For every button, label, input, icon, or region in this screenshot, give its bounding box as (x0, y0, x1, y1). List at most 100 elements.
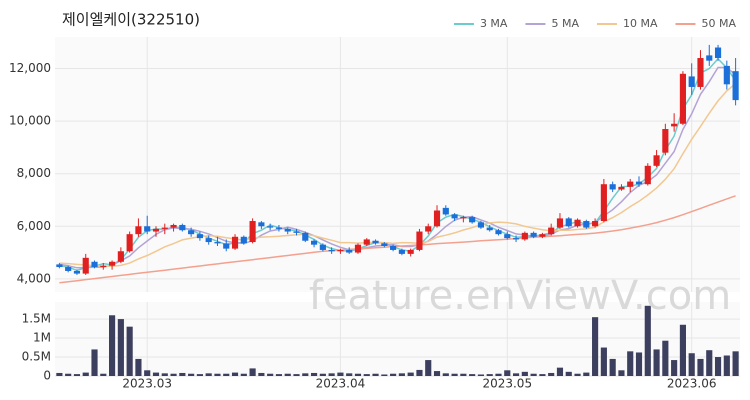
candle-body (697, 58, 704, 87)
candle-body (100, 265, 107, 268)
candle-body (214, 242, 221, 244)
x-tick-label: 2023.03 (122, 377, 172, 391)
volume-bar (109, 315, 116, 376)
candle-body (319, 244, 326, 250)
candle-body (372, 240, 379, 244)
legend-label: 5 MA (551, 17, 579, 30)
watermark: feature.enViewV.com (309, 273, 731, 319)
volume-bar (688, 353, 695, 376)
y-tick-label: 8,000 (17, 166, 51, 180)
legend-label: 3 MA (480, 17, 508, 30)
volume-bar (398, 373, 405, 376)
candle-body (627, 181, 634, 187)
candle-body (600, 184, 607, 222)
volume-bar (179, 372, 186, 376)
volume-panel (55, 302, 740, 376)
candle-body (609, 184, 616, 190)
candle-body (205, 238, 212, 243)
candle-body (433, 210, 441, 227)
volume-bar (486, 374, 493, 376)
x-tick-label: 2023.05 (482, 377, 532, 391)
candle-body (363, 239, 370, 245)
chart-title: 제이엘케이(322510) (62, 11, 200, 29)
volume-bar (381, 374, 388, 376)
volume-bar (267, 373, 274, 376)
candle-body (451, 214, 458, 219)
y-tick-label: 10,000 (9, 114, 51, 128)
candle-body (723, 65, 730, 85)
volume-bar (126, 326, 133, 376)
volume-bar (144, 370, 151, 376)
volume-bar (196, 374, 203, 376)
candle-body (284, 228, 291, 232)
volume-bar (477, 374, 485, 376)
volume-bar (706, 350, 713, 376)
candle-body (565, 218, 572, 227)
volume-bar (275, 374, 283, 376)
candle-body (302, 232, 309, 241)
volume-bar (214, 373, 221, 376)
volume-bar (372, 373, 379, 376)
candle-body (223, 243, 230, 249)
volume-bar (644, 305, 651, 376)
candle-body (170, 224, 177, 228)
volume-bar (293, 374, 300, 376)
candle-body (521, 232, 528, 240)
candle-body (390, 245, 397, 250)
volume-bar (319, 373, 326, 376)
candle-body (486, 227, 493, 231)
candle-body (267, 226, 274, 228)
volume-bar (223, 373, 230, 376)
candle-body (354, 244, 362, 253)
volume-bar (337, 372, 344, 376)
volume-bar (539, 374, 546, 376)
candle-body (688, 76, 695, 87)
candle-body (714, 47, 722, 59)
candle-body (653, 155, 660, 166)
volume-bar (512, 373, 520, 376)
candle-body (310, 240, 318, 245)
volume-bar (310, 372, 318, 376)
volume-bar (433, 371, 441, 376)
volume-bar (592, 317, 599, 376)
candle-body (679, 73, 686, 124)
volume-bar (328, 373, 335, 376)
volume-bar (574, 373, 581, 376)
volume-bar (82, 372, 89, 376)
volume-bar (495, 373, 502, 376)
volume-bar (521, 371, 528, 376)
volume-bar (73, 374, 81, 376)
candle-body (275, 227, 283, 229)
volume-bar (152, 372, 160, 376)
candle-body (126, 234, 133, 252)
volume-bar (161, 373, 168, 376)
volume-bar (600, 347, 607, 376)
volume-bar (100, 373, 107, 376)
volume-bar (284, 373, 291, 376)
volume-bar (425, 360, 432, 376)
candle-body (188, 230, 195, 235)
volume-bar (697, 358, 704, 376)
volume-bar (390, 373, 397, 376)
candle-body (574, 219, 581, 227)
candle-body (469, 217, 476, 223)
volume-bar (662, 340, 669, 376)
candle-body (240, 236, 247, 244)
candle-body (407, 249, 414, 254)
volume-bar (618, 370, 625, 376)
candle-body (117, 251, 124, 262)
candle-body (539, 234, 546, 237)
volume-bar (117, 319, 124, 376)
volume-bar (354, 373, 362, 376)
candle-body (328, 249, 335, 252)
candle-body (556, 218, 564, 228)
candle-body (258, 222, 265, 227)
y-tick-label: 6,000 (17, 219, 51, 233)
x-tick-label: 2023.06 (667, 377, 717, 391)
candle-body (644, 165, 651, 185)
volume-bar (609, 358, 616, 376)
volume-bar (469, 374, 476, 376)
volume-tick-label: 1M (33, 331, 51, 345)
candle-body (381, 243, 388, 246)
